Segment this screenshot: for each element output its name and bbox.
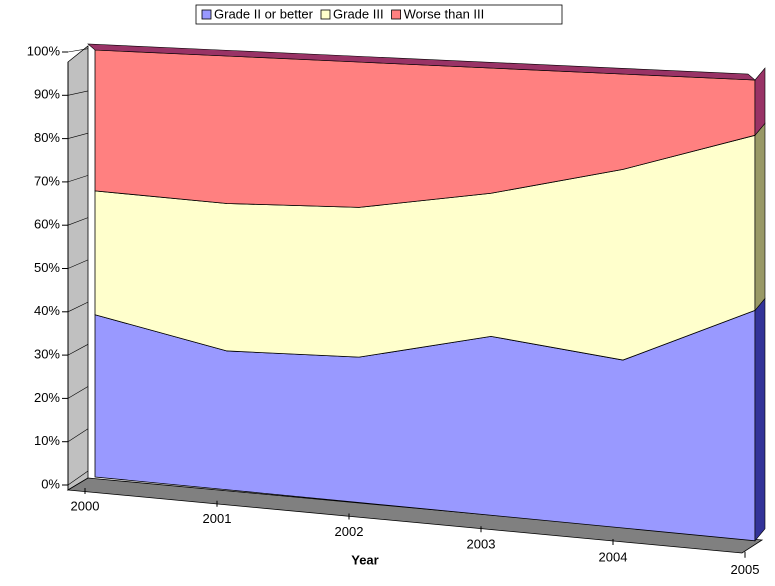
area-side [754, 122, 766, 312]
floor [66, 477, 764, 554]
y-tick-label: 70% [34, 173, 60, 188]
wall-grid-line [67, 48, 89, 53]
wall-grid-line [67, 217, 89, 226]
legend: Grade II or better Grade III Worse than II… [195, 4, 563, 25]
area-side [754, 297, 766, 542]
wall-grid-line [67, 428, 89, 442]
x-tick-label: 2000 [71, 498, 100, 513]
legend-swatch [391, 9, 401, 20]
wall-grid-line [67, 90, 89, 96]
legend-swatch [201, 9, 212, 20]
legend-box [195, 4, 563, 25]
x-tick-label: 2004 [599, 549, 628, 564]
area-side [754, 67, 766, 137]
y-tick-label: 60% [34, 217, 60, 232]
y-tick-label: 100% [27, 43, 61, 58]
y-tick-label: 40% [34, 303, 60, 318]
wall-grid-line [67, 470, 89, 486]
x-tick-label: 2005 [731, 562, 760, 577]
wall-grid-line [67, 132, 89, 139]
y-tick-label: 0% [41, 476, 60, 491]
y-tick-label: 20% [34, 390, 60, 405]
legend-label: Grade III [333, 6, 384, 21]
legend-swatch [320, 9, 331, 20]
wall-grid-line [67, 175, 89, 183]
back-wall [67, 45, 89, 491]
legend-label: Grade II or better [214, 6, 314, 21]
x-tick-label: 2001 [203, 511, 232, 526]
area-top [87, 43, 756, 81]
y-tick-label: 30% [34, 347, 60, 362]
y-tick-label: 50% [34, 260, 60, 275]
x-tick-label: 2002 [335, 524, 364, 539]
wall-grid-line [67, 301, 89, 313]
x-tick-label: 2003 [467, 537, 496, 552]
y-tick-label: 10% [34, 433, 60, 448]
wall-grid-line [67, 344, 89, 356]
wall-grid-line [67, 386, 89, 399]
y-tick-label: 80% [34, 130, 60, 145]
x-axis-title: Year [351, 552, 378, 567]
y-tick-label: 90% [34, 87, 60, 102]
wall-grid-line [67, 259, 89, 269]
legend-label: Worse than III [404, 6, 485, 21]
